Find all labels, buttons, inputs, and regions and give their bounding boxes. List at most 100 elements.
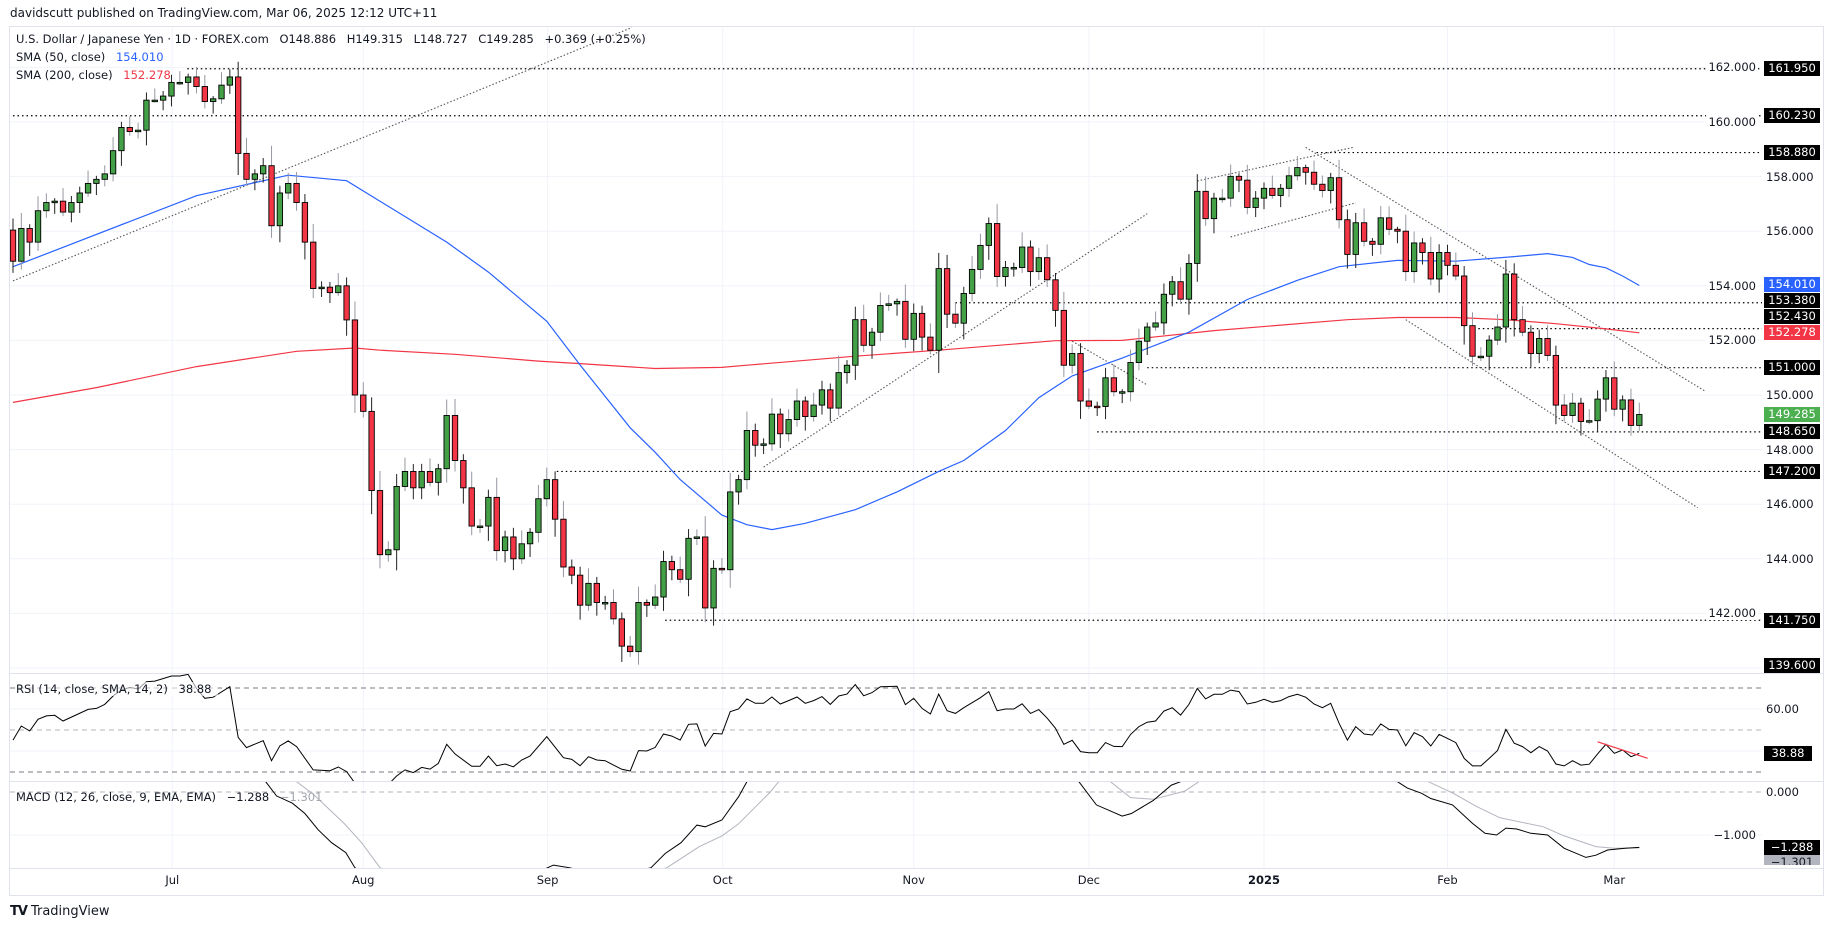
candle bbox=[1018, 232, 1026, 273]
candle-body-down bbox=[1302, 167, 1309, 173]
price-label: 161.950 bbox=[1764, 61, 1820, 77]
candle bbox=[293, 172, 300, 211]
candle-body-up bbox=[893, 300, 901, 305]
candle-body-up bbox=[543, 479, 550, 500]
price-label: 148.650 bbox=[1764, 424, 1820, 440]
candle-body-up bbox=[1035, 257, 1042, 273]
rsi-last-label: 38.88 bbox=[1764, 745, 1812, 761]
candle-body-up bbox=[1119, 391, 1126, 394]
candle bbox=[827, 383, 834, 422]
sma200-legend[interactable]: SMA (200, close) 152.278 bbox=[16, 68, 178, 82]
candle-body-down bbox=[802, 400, 809, 418]
candle-body-up bbox=[652, 596, 659, 606]
time-label: Feb bbox=[1437, 873, 1458, 887]
candle bbox=[243, 137, 250, 186]
candle-body-down bbox=[1060, 309, 1067, 366]
candle bbox=[410, 464, 417, 500]
candle-body-up bbox=[184, 76, 192, 83]
candle bbox=[101, 165, 108, 187]
candle-body-down bbox=[343, 285, 350, 321]
time-label: Aug bbox=[352, 873, 375, 887]
candle-body-up bbox=[318, 286, 325, 290]
trendline bbox=[12, 27, 633, 282]
candle bbox=[710, 560, 717, 626]
candle-body-up bbox=[210, 98, 217, 102]
candle bbox=[84, 170, 92, 197]
signal-value: −1.301 bbox=[279, 790, 323, 804]
candle bbox=[1410, 231, 1418, 283]
candle bbox=[985, 217, 992, 260]
candle-body-down bbox=[326, 286, 334, 294]
candle bbox=[351, 301, 359, 413]
candle bbox=[526, 528, 534, 557]
candle bbox=[418, 463, 425, 500]
sma50-line bbox=[12, 174, 1640, 531]
candle bbox=[460, 454, 467, 504]
sma50-legend[interactable]: SMA (50, close) 154.010 bbox=[16, 50, 171, 64]
candle bbox=[802, 396, 809, 431]
candle bbox=[977, 233, 984, 279]
candle bbox=[1319, 175, 1326, 198]
tradingview-logo[interactable]: TV TradingView bbox=[10, 904, 109, 919]
time-label: Sep bbox=[536, 873, 559, 887]
candle-body-up bbox=[1144, 326, 1151, 342]
candle bbox=[743, 411, 751, 490]
rsi-legend[interactable]: RSI (14, close, SMA, 14, 2) 38.88 bbox=[16, 682, 219, 696]
candle bbox=[485, 489, 492, 541]
candle bbox=[1494, 314, 1501, 346]
candle-body-up bbox=[1536, 338, 1543, 354]
candle-body-up bbox=[1002, 267, 1009, 277]
candle-body-up bbox=[1069, 353, 1076, 366]
sma50-value: 154.010 bbox=[115, 50, 164, 64]
candle-body-up bbox=[18, 228, 25, 262]
price-label: 151.000 bbox=[1764, 360, 1820, 376]
candle-body-down bbox=[677, 569, 684, 580]
candle bbox=[260, 158, 267, 183]
candle-body-down bbox=[1544, 338, 1551, 356]
candle-body-down bbox=[410, 470, 417, 489]
candle-body-up bbox=[710, 567, 717, 609]
candle-body-up bbox=[868, 331, 876, 346]
candle-body-up bbox=[968, 268, 976, 294]
candle-body-up bbox=[1260, 187, 1268, 199]
candle-body-up bbox=[435, 468, 442, 483]
candle bbox=[1252, 191, 1259, 218]
candle-body-down bbox=[1077, 353, 1084, 402]
candle bbox=[752, 423, 759, 457]
symbol-legend[interactable]: U.S. Dollar / Japanese Yen · 1D · FOREX.… bbox=[16, 32, 653, 46]
candle bbox=[34, 196, 42, 252]
gridlines bbox=[10, 27, 1762, 868]
macd-legend[interactable]: MACD (12, 26, close, 9, EMA, EMA) −1.288… bbox=[16, 790, 329, 804]
price-tick-label: 150.000 bbox=[1766, 388, 1814, 402]
candle-body-down bbox=[460, 460, 467, 489]
candle-body-up bbox=[260, 165, 267, 175]
candle bbox=[501, 530, 509, 563]
candle bbox=[176, 71, 183, 86]
candle bbox=[134, 122, 142, 139]
candle bbox=[1627, 388, 1635, 436]
candle bbox=[668, 555, 676, 581]
candle-body-down bbox=[1202, 190, 1209, 220]
candle-body-down bbox=[360, 394, 367, 412]
candle-body-down bbox=[1552, 354, 1560, 406]
rsi-label: RSI (14, close, SMA, 14, 2) bbox=[16, 682, 168, 696]
candle-body-up bbox=[1152, 322, 1159, 328]
candle bbox=[26, 224, 33, 256]
candle-body-up bbox=[735, 479, 742, 493]
price-label: 152.278 bbox=[1764, 325, 1820, 341]
candle bbox=[660, 550, 667, 611]
candle-body-up bbox=[134, 129, 142, 133]
candle-body-down bbox=[902, 300, 909, 340]
candle-body-down bbox=[702, 536, 709, 609]
candle-body-up bbox=[226, 76, 233, 86]
candle bbox=[727, 472, 734, 588]
candle bbox=[510, 527, 517, 571]
candle bbox=[1235, 173, 1243, 193]
price-tick-label: 146.000 bbox=[1766, 497, 1814, 512]
candle-body-up bbox=[1327, 177, 1334, 191]
moving-averages bbox=[12, 174, 1640, 531]
ohlc-low: L148.727 bbox=[413, 32, 468, 46]
candle bbox=[343, 277, 350, 336]
candle bbox=[468, 471, 475, 536]
